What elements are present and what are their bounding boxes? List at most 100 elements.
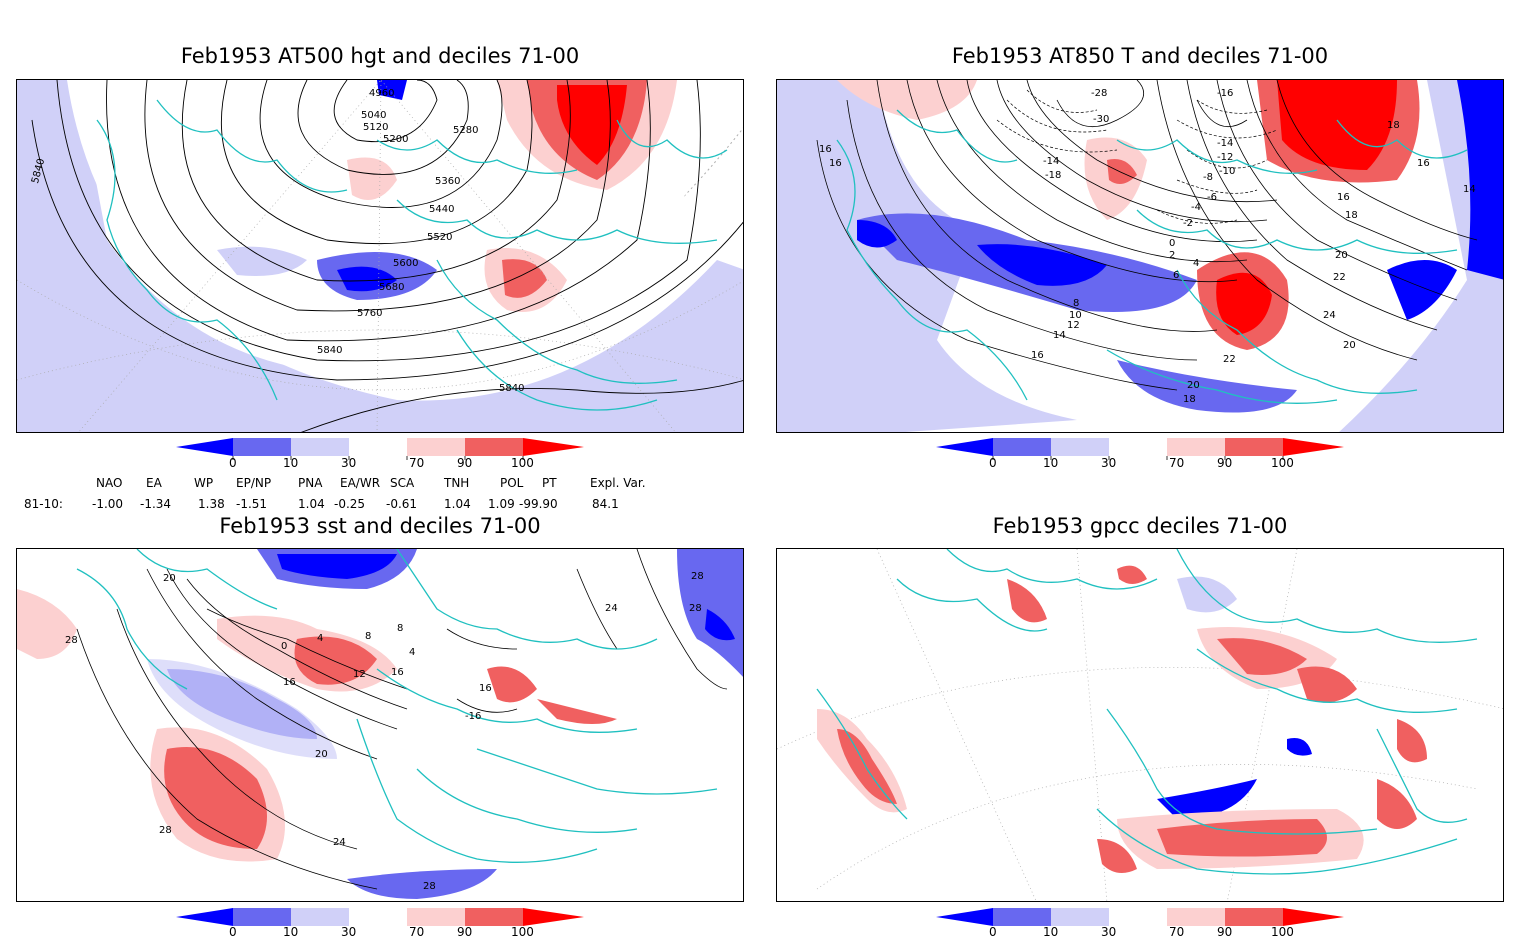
contour-label: 5520 — [427, 232, 452, 243]
contour-label: 4960 — [369, 88, 394, 99]
index-name: SCA — [390, 476, 415, 490]
decile-red-med — [487, 666, 537, 703]
precip-red-europe-core — [1217, 638, 1307, 675]
index-value: 1.04 — [444, 497, 471, 511]
decile-blue-south — [17, 220, 743, 432]
contour-label: 5680 — [379, 282, 404, 293]
decile-red-north-core — [1107, 159, 1137, 184]
index-name: EA — [146, 476, 162, 490]
decile-blue-north — [377, 80, 407, 100]
colorbar-tick: 100 — [1271, 456, 1294, 470]
precip-red-east — [1297, 666, 1357, 703]
colorbar-tick: 0 — [229, 456, 237, 470]
contour-label: -6 — [1207, 192, 1217, 203]
decile-red-gulfstream-core — [294, 636, 377, 685]
decile-red-med-east — [537, 699, 617, 724]
map-hgt500: 4960 5040 5120 5200 5280 5360 5440 5520 … — [17, 80, 743, 432]
contour-label: 4 — [1193, 258, 1199, 269]
index-name: WP — [194, 476, 214, 490]
index-row-label: 81-10: — [24, 497, 63, 511]
index-name: PNA — [298, 476, 323, 490]
decile-red-central-core — [1216, 272, 1272, 335]
colorbar-tick: 30 — [341, 925, 357, 939]
colorbar-tick: 10 — [283, 456, 299, 470]
colorbar-tick: 100 — [511, 456, 534, 470]
contour-label: 5760 — [357, 308, 382, 319]
index-value: -1.51 — [236, 497, 268, 511]
colorbar-tick: 30 — [1101, 925, 1117, 939]
index-value: 1.38 — [198, 497, 225, 511]
contour-label: 18 — [1387, 120, 1400, 131]
contour-label: 24 — [605, 603, 618, 614]
contour-label: 18 — [1183, 394, 1196, 405]
contour-label: 24 — [333, 837, 346, 848]
contour-label: 24 — [1323, 310, 1336, 321]
contour-label: 8 — [1073, 298, 1079, 309]
decile-red-band-top — [837, 80, 977, 120]
map-panel-hgt500: 4960 5040 5120 5200 5280 5360 5440 5520 … — [16, 79, 744, 433]
contour-label: 5120 — [363, 122, 388, 133]
precip-red-sahel-core — [1157, 819, 1327, 857]
contour-label: 5040 — [361, 110, 386, 121]
map-gpcc — [777, 549, 1503, 901]
precip-red-west-core — [837, 729, 897, 804]
map-panel-gpcc — [776, 548, 1504, 902]
map-t850: -28 -30 -16 -14 -12 -10 -8 -6 -4 -2 -14 … — [777, 80, 1503, 432]
contour-label: 2 — [1169, 250, 1175, 261]
precip-blue-africa — [1157, 779, 1257, 819]
colorbar-tick: 90 — [457, 925, 473, 939]
contour-label: -2 — [1183, 218, 1193, 229]
colorbar-gpcc: 0 10 30 70 90 100 — [936, 908, 1346, 940]
precip-red-north-2 — [1117, 565, 1147, 584]
contour-label: 5440 — [429, 204, 454, 215]
contour-label: -16 — [465, 711, 481, 722]
colorbar-tick: 30 — [341, 456, 357, 470]
index-name: Expl. Var. — [590, 476, 646, 490]
decile-lightblue-east — [1339, 80, 1503, 432]
map-panel-t850: -28 -30 -16 -14 -12 -10 -8 -6 -4 -2 -14 … — [776, 79, 1504, 433]
contour-label: 4 — [317, 633, 323, 644]
decile-blue-south — [347, 869, 497, 899]
contour-label: 16 — [1031, 350, 1044, 361]
decile-red-central-core — [502, 259, 547, 298]
contour-label: 4 — [409, 647, 415, 658]
colorbar-t850: 0 10 30 70 90 100 — [936, 438, 1346, 470]
colorbar-tick: 0 — [229, 925, 237, 939]
index-value: -1.34 — [140, 497, 172, 511]
colorbar-tick: 10 — [283, 925, 299, 939]
colorbar-sst: 0 10 30 70 90 100 — [176, 908, 586, 940]
precip-red-westafrica — [1097, 839, 1137, 873]
contour-label: 10 — [1069, 310, 1082, 321]
contour-label: 16 — [1417, 158, 1430, 169]
contour-label: -12 — [1217, 152, 1233, 163]
contour-label: 20 — [163, 573, 176, 584]
contour-label: 12 — [1067, 320, 1080, 331]
index-value: 84.1 — [592, 497, 619, 511]
contour-label: 5360 — [435, 176, 460, 187]
contour-label: 12 — [353, 669, 366, 680]
contour-label: 6 — [1173, 270, 1179, 281]
colorbar-tick: 70 — [1169, 925, 1185, 939]
index-name: NAO — [96, 476, 123, 490]
contour-label: -10 — [1219, 166, 1235, 177]
contour-label: 28 — [159, 825, 172, 836]
contour-label: 16 — [1337, 192, 1350, 203]
index-name: PT — [542, 476, 557, 490]
decile-blue-east-low — [1387, 260, 1457, 320]
panel-title-sst: Feb1953 sst and deciles 71-00 — [219, 514, 541, 538]
colorbar-tick: 100 — [511, 925, 534, 939]
map-sst: 20 28 28 24 28 0 4 8 12 16 16 4 8 16 -16… — [17, 549, 743, 899]
contour-label: 16 — [391, 667, 404, 678]
contour-label: 5200 — [383, 134, 408, 145]
contour-label: -18 — [1045, 170, 1061, 181]
contour-label: 0 — [1169, 238, 1175, 249]
decile-blue-south — [1117, 360, 1297, 413]
contour-label: 28 — [689, 603, 702, 614]
decile-red-northeast-core — [1277, 80, 1397, 170]
contour-label: 22 — [1333, 272, 1346, 283]
colorbar-tick: 90 — [1217, 925, 1233, 939]
panel-title-hgt500: Feb1953 AT500 hgt and deciles 71-00 — [180, 44, 580, 68]
decile-blue-east-strip — [1457, 80, 1503, 280]
decile-red-iceland — [347, 157, 397, 200]
index-value: -1.00 — [92, 497, 124, 511]
